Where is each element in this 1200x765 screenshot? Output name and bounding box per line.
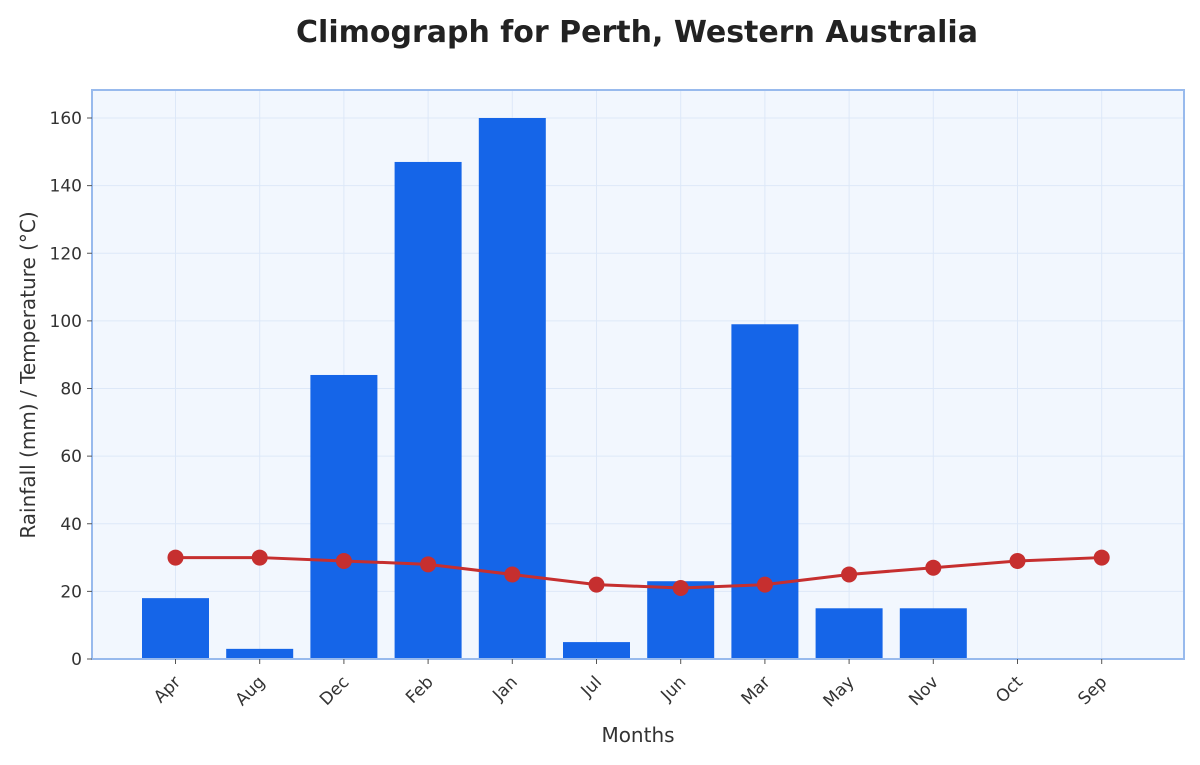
x-tick-label-mar: Mar (738, 672, 775, 709)
x-axis-label: Months (601, 723, 674, 747)
x-tick-label-apr: Apr (150, 672, 185, 707)
temperature-point-apr (167, 549, 184, 566)
x-tick-label-oct: Oct (992, 672, 1027, 707)
bar-apr (142, 598, 209, 659)
temperature-line (167, 549, 1110, 596)
y-tick-label: 0 (71, 650, 82, 670)
temperature-point-dec (335, 552, 352, 569)
bar-dec (310, 374, 378, 659)
temperature-point-jan (504, 566, 521, 583)
temperature-point-sep (1093, 549, 1110, 566)
rainfall-bars (142, 118, 967, 660)
y-tick-label: 160 (50, 109, 82, 129)
x-tick-label-may: May (820, 672, 859, 711)
temperature-point-jun (672, 579, 689, 596)
temperature-point-mar (756, 576, 773, 593)
temperature-polyline (175, 556, 1102, 590)
temperature-point-may (841, 566, 858, 583)
x-axis-ticks: Apr Aug Dec Feb Jan Jul Jun Mar May Nov Oct Sep (150, 659, 1111, 711)
bar-aug (226, 648, 294, 659)
bar-nov (899, 608, 967, 659)
temperature-point-jul (588, 576, 605, 593)
y-axis-label: Rainfall (mm) / Temperature (°C) (16, 211, 40, 538)
bar-feb (394, 161, 462, 660)
x-tick-label-dec: Dec (316, 672, 353, 709)
temperature-point-nov (925, 559, 942, 576)
bar-may (815, 608, 883, 659)
x-tick-label-sep: Sep (1074, 672, 1111, 709)
y-tick-label: 120 (50, 244, 82, 264)
y-tick-label: 20 (60, 582, 82, 602)
x-tick-label-aug: Aug (232, 672, 270, 710)
plot-border (91, 89, 1185, 660)
y-tick-label: 40 (60, 515, 82, 535)
temperature-point-aug (251, 549, 268, 566)
bar-jul (563, 642, 630, 659)
x-tick-label-jun: Jun (657, 672, 691, 706)
x-tick-label-jul: Jul (577, 672, 606, 701)
chart-title: Climograph for Perth, Western Australia (296, 15, 978, 50)
y-tick-label: 60 (60, 447, 82, 467)
y-tick-label: 80 (60, 380, 82, 400)
y-axis-ticks: 0 20 40 60 80 100 120 140 160 (50, 109, 92, 670)
x-tick-label-feb: Feb (402, 672, 437, 707)
x-tick-label-jan: Jan (488, 672, 521, 705)
y-tick-label: 100 (50, 312, 82, 332)
plot-area (92, 90, 1184, 659)
bar-mar (731, 324, 799, 659)
temperature-point-feb (420, 556, 437, 573)
temperature-point-oct (1009, 552, 1026, 569)
x-tick-label-nov: Nov (905, 672, 943, 710)
y-tick-label: 140 (50, 177, 82, 197)
